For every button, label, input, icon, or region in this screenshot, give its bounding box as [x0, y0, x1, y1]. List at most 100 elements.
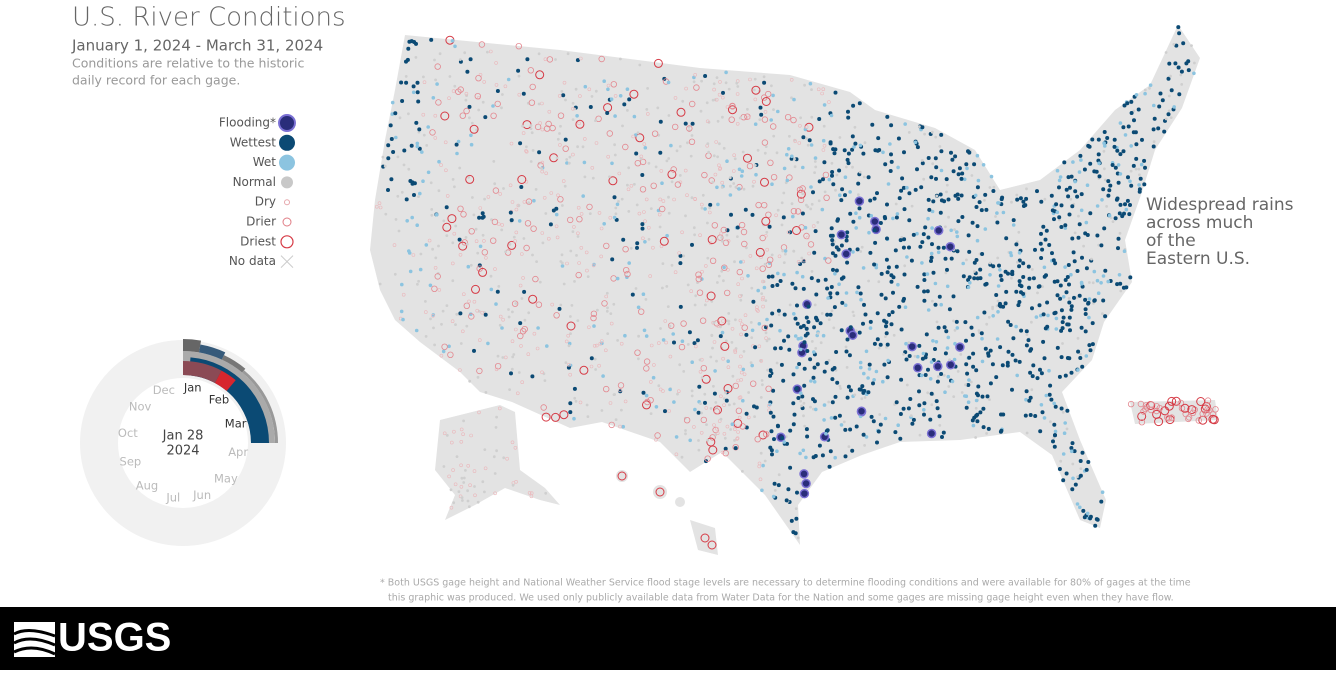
- gage-dot: [1059, 459, 1063, 463]
- gage-dot: [937, 375, 940, 378]
- gage-dot: [476, 500, 480, 504]
- gage-dot: [637, 334, 640, 338]
- gage-dot: [515, 43, 522, 50]
- gage-dot: [415, 141, 420, 146]
- gage-dot: [1062, 160, 1067, 165]
- gage-dot: [646, 225, 651, 230]
- gage-dot: [637, 211, 642, 216]
- gage-dot: [620, 197, 624, 201]
- gage-dot: [712, 340, 717, 344]
- gage-dot: [813, 303, 817, 307]
- gage-dot: [1063, 421, 1067, 425]
- gage-dot: [780, 223, 784, 227]
- gage-dot: [1017, 230, 1021, 234]
- gage-dot: [735, 92, 740, 96]
- gage-dot: [1005, 363, 1010, 368]
- gage-dot: [524, 149, 529, 154]
- date-dial: Jan 28 2024 JanFebMarAprMayJunJulAugSepO…: [80, 339, 286, 546]
- gage-dot: [833, 271, 837, 276]
- gage-dot: [915, 284, 920, 289]
- gage-dot: [978, 267, 983, 272]
- gage-dot: [1024, 397, 1028, 402]
- gage-dot: [818, 321, 823, 326]
- gage-dot: [761, 279, 765, 284]
- gage-dot: [1174, 43, 1179, 48]
- gage-dot: [521, 91, 526, 96]
- gage-dot: [643, 365, 650, 372]
- gage-dot: [517, 371, 521, 374]
- gage-dot: [416, 282, 419, 286]
- gage-dot: [804, 326, 809, 331]
- gage-dot: [717, 167, 722, 171]
- gage-dot: [1010, 271, 1014, 276]
- gage-dot: [750, 286, 754, 290]
- gage-dot: [808, 81, 813, 86]
- gage-dot: [1172, 43, 1176, 46]
- gage-dot: [1203, 410, 1210, 417]
- gage-dot: [1122, 249, 1127, 253]
- gage-dot: [1000, 195, 1005, 200]
- gage-dot: [980, 336, 984, 341]
- gage-dot: [422, 75, 425, 79]
- gage-dot: [827, 400, 831, 404]
- gage-dot: [676, 392, 679, 396]
- gage-dot: [739, 298, 743, 302]
- gage-dot: [937, 414, 942, 419]
- gage-dot: [1073, 482, 1078, 487]
- footnote: * Both USGS gage height and National Wea…: [380, 578, 1191, 589]
- gage-dot: [926, 391, 930, 395]
- title: U.S. River Conditions: [72, 3, 346, 33]
- gage-dot: [896, 136, 901, 141]
- gage-dot: [982, 310, 987, 315]
- gage-dot: [717, 163, 721, 168]
- subtitle: January 1, 2024 - March 31, 2024: [71, 37, 323, 55]
- gage-dot: [1134, 167, 1138, 171]
- gage-dot: [1014, 289, 1019, 294]
- gage-dot: [560, 264, 565, 268]
- gage-dot: [727, 87, 731, 91]
- gage-dot: [737, 167, 742, 172]
- gage-dot: [667, 211, 671, 215]
- gage-dot: [1102, 130, 1107, 134]
- gage-dot: [1101, 298, 1106, 303]
- gage-dot: [743, 207, 748, 212]
- gage-dot: [1143, 91, 1147, 96]
- gage-dot: [971, 351, 976, 356]
- gage-dot: [1063, 223, 1068, 228]
- gage-dot: [882, 362, 887, 367]
- gage-dot: [686, 283, 690, 287]
- gage-dot: [854, 329, 858, 332]
- dial-year: 2024: [166, 444, 199, 459]
- gage-dot: [785, 178, 790, 183]
- gage-dot: [451, 89, 456, 93]
- gage-dot: [703, 207, 707, 211]
- gage-dot: [1065, 275, 1070, 279]
- legend-label: No data: [229, 254, 276, 268]
- gage-dot: [710, 300, 714, 303]
- gage-dot: [799, 391, 803, 396]
- dial-arc: [183, 361, 222, 383]
- gage-dot: [429, 129, 436, 136]
- gage-dot: [422, 133, 426, 137]
- gage-dot: [546, 236, 551, 241]
- gage-dot: [1164, 401, 1174, 411]
- gage-dot: [1137, 411, 1147, 421]
- legend-swatch: [280, 235, 294, 249]
- gage-dot: [390, 112, 395, 116]
- gage-dot: [762, 75, 766, 79]
- gage-dot: [535, 346, 540, 351]
- gage-dot: [820, 91, 824, 96]
- gage-dot: [1114, 197, 1119, 202]
- gage-dot: [408, 269, 413, 274]
- gage-dot: [612, 393, 616, 396]
- gage-dot: [654, 432, 661, 439]
- gage-dot: [1015, 197, 1020, 202]
- gage-dot: [974, 436, 977, 439]
- gage-dot: [409, 143, 414, 148]
- gage-dot: [1059, 328, 1064, 333]
- gage-dot: [437, 159, 441, 164]
- gage-dot: [692, 425, 696, 429]
- gage-dot: [1071, 462, 1075, 466]
- gage-dot: [405, 219, 410, 223]
- gage-dot: [1075, 296, 1079, 299]
